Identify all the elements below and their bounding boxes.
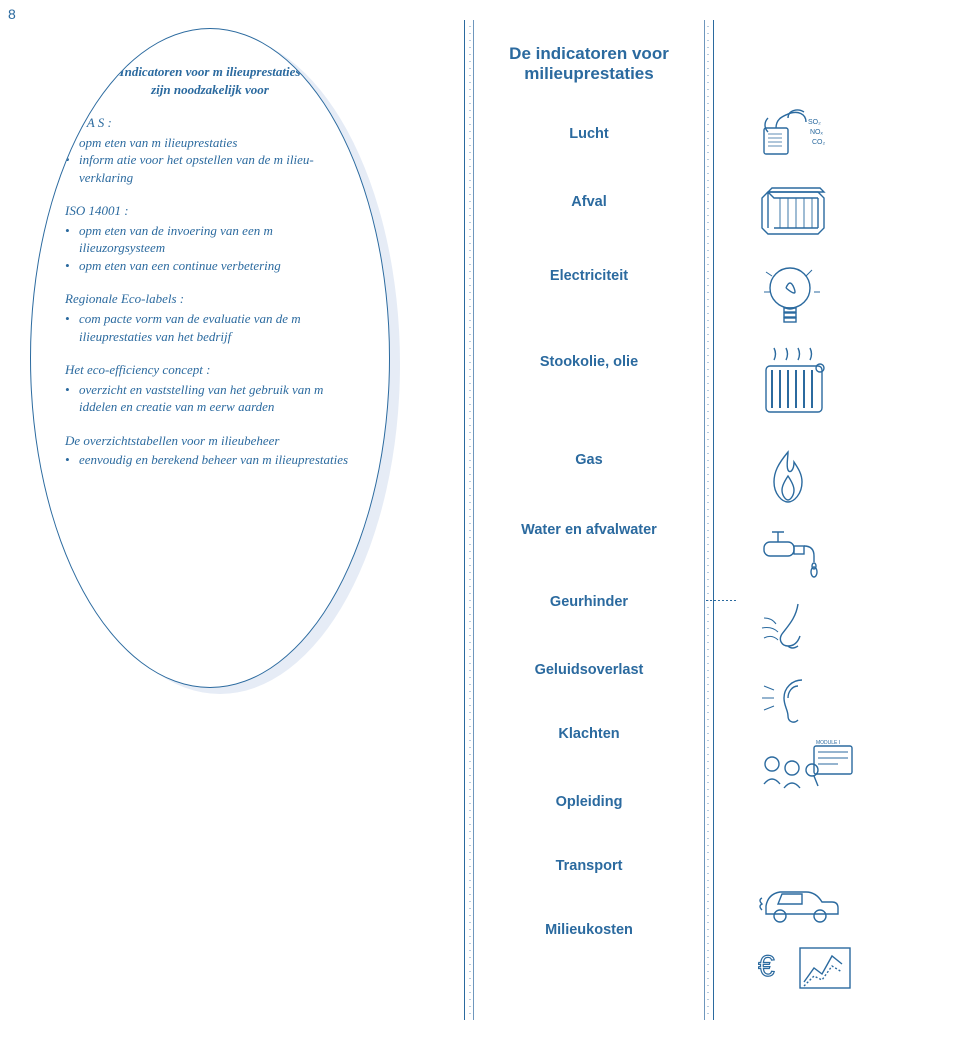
category-item: Water en afvalwater: [521, 516, 657, 544]
category-item: Lucht: [569, 120, 608, 148]
category-item: Geurhinder: [550, 588, 628, 616]
category-list: Lucht Afval Electriciteit Stookolie, oli…: [481, 120, 697, 944]
svg-text:NOₓ: NOₓ: [810, 129, 824, 136]
svg-text:CO₂: CO₂: [812, 139, 826, 146]
bullet-text: opm eten van m ilieuprestaties: [79, 134, 355, 152]
left-column: Indicatoren voor m ilieuprestaties zijn …: [30, 20, 430, 688]
category-item: Geluidsoverlast: [535, 656, 644, 684]
cost-icon: €: [758, 942, 878, 998]
oval-container: Indicatoren voor m ilieuprestaties zijn …: [30, 20, 430, 688]
section-heading: EM A S :: [65, 114, 355, 132]
bullet: •opm eten van de invoering van een m ili…: [65, 222, 355, 257]
oval-section: ISO 14001 : •opm eten van de invoering v…: [65, 202, 355, 274]
oval-section: EM A S : •opm eten van m ilieuprestaties…: [65, 114, 355, 186]
training-icon: [758, 808, 878, 862]
noise-icon: [758, 672, 878, 730]
water-icon: [758, 524, 878, 588]
right-icons-column: SO₂ NOₓ CO₂: [758, 20, 898, 1008]
gas-icon: [758, 446, 878, 514]
middle-column: De indicatoren voor milieuprestaties Luc…: [454, 20, 734, 1020]
category-item: Afval: [571, 188, 606, 216]
banner-decoration: [707, 20, 709, 1020]
bullet: •com pacte vorm van de evaluatie van de …: [65, 310, 355, 345]
bullet: •opm eten van m ilieuprestaties: [65, 134, 355, 152]
svg-text:SO₂: SO₂: [808, 119, 821, 126]
bullet: •inform atie voor het opstellen van de m…: [65, 151, 355, 186]
waste-icon: [758, 178, 878, 248]
oval-title-line1: Indicatoren voor m ilieuprestaties: [65, 63, 355, 81]
bullet-text: eenvoudig en berekend beheer van m ilieu…: [79, 451, 355, 469]
category-item: Milieukosten: [545, 916, 633, 944]
page-number: 8: [8, 6, 16, 22]
document-page: 8 Indicatoren voor m ilieuprestaties zij…: [0, 0, 960, 1040]
banner-decoration: [469, 20, 471, 1020]
bullet-text: com pacte vorm van de evaluatie van de m…: [79, 310, 355, 345]
bullet-text: overzicht en vaststelling van het gebrui…: [79, 381, 355, 416]
oval-section: De overzichtstabellen voor m ilieubeheer…: [65, 432, 355, 469]
odor-icon: [758, 598, 878, 662]
bullet: •eenvoudig en berekend beheer van m ilie…: [65, 451, 355, 469]
air-icon: SO₂ NOₓ CO₂: [758, 100, 878, 168]
bullet-text: inform atie voor het opstellen van de m …: [79, 151, 355, 186]
banner-decoration: [473, 20, 474, 1020]
category-item: Klachten: [558, 720, 619, 748]
heating-oil-icon: [758, 346, 878, 436]
oval-content: Indicatoren voor m ilieuprestaties zijn …: [31, 29, 389, 493]
svg-text:€: €: [758, 950, 775, 983]
bullet-text: opm eten van een continue verbetering: [79, 257, 355, 275]
complaints-icon: MODULE I: [758, 740, 878, 798]
category-item: Stookolie, olie: [540, 348, 638, 376]
banner-title: De indicatoren voor milieuprestaties: [481, 44, 697, 84]
electricity-icon: [758, 258, 878, 336]
oval-panel: Indicatoren voor m ilieuprestaties zijn …: [30, 28, 390, 688]
bullet: •opm eten van een continue verbetering: [65, 257, 355, 275]
bullet-text: opm eten van de invoering van een m ilie…: [79, 222, 355, 257]
section-heading: ISO 14001 :: [65, 202, 355, 220]
categories-banner: De indicatoren voor milieuprestaties Luc…: [464, 20, 714, 1020]
columns-layout: Indicatoren voor m ilieuprestaties zijn …: [30, 20, 930, 1020]
banner-decoration: [704, 20, 705, 1020]
section-heading: Het eco-efficiency concept :: [65, 361, 355, 379]
oval-section: Regionale Eco-labels : •com pacte vorm v…: [65, 290, 355, 345]
section-heading: Regionale Eco-labels :: [65, 290, 355, 308]
svg-text:MODULE I: MODULE I: [816, 740, 840, 746]
transport-icon: [758, 872, 878, 932]
banner-container: De indicatoren voor milieuprestaties Luc…: [454, 20, 734, 1020]
category-item: Gas: [575, 446, 602, 474]
bullet: •overzicht en vaststelling van het gebru…: [65, 381, 355, 416]
category-item: Transport: [556, 852, 623, 880]
section-heading: De overzichtstabellen voor m ilieubeheer: [65, 432, 355, 450]
oval-section: Het eco-efficiency concept : •overzicht …: [65, 361, 355, 416]
category-item: Electriciteit: [550, 262, 628, 290]
category-item: Opleiding: [556, 788, 623, 816]
